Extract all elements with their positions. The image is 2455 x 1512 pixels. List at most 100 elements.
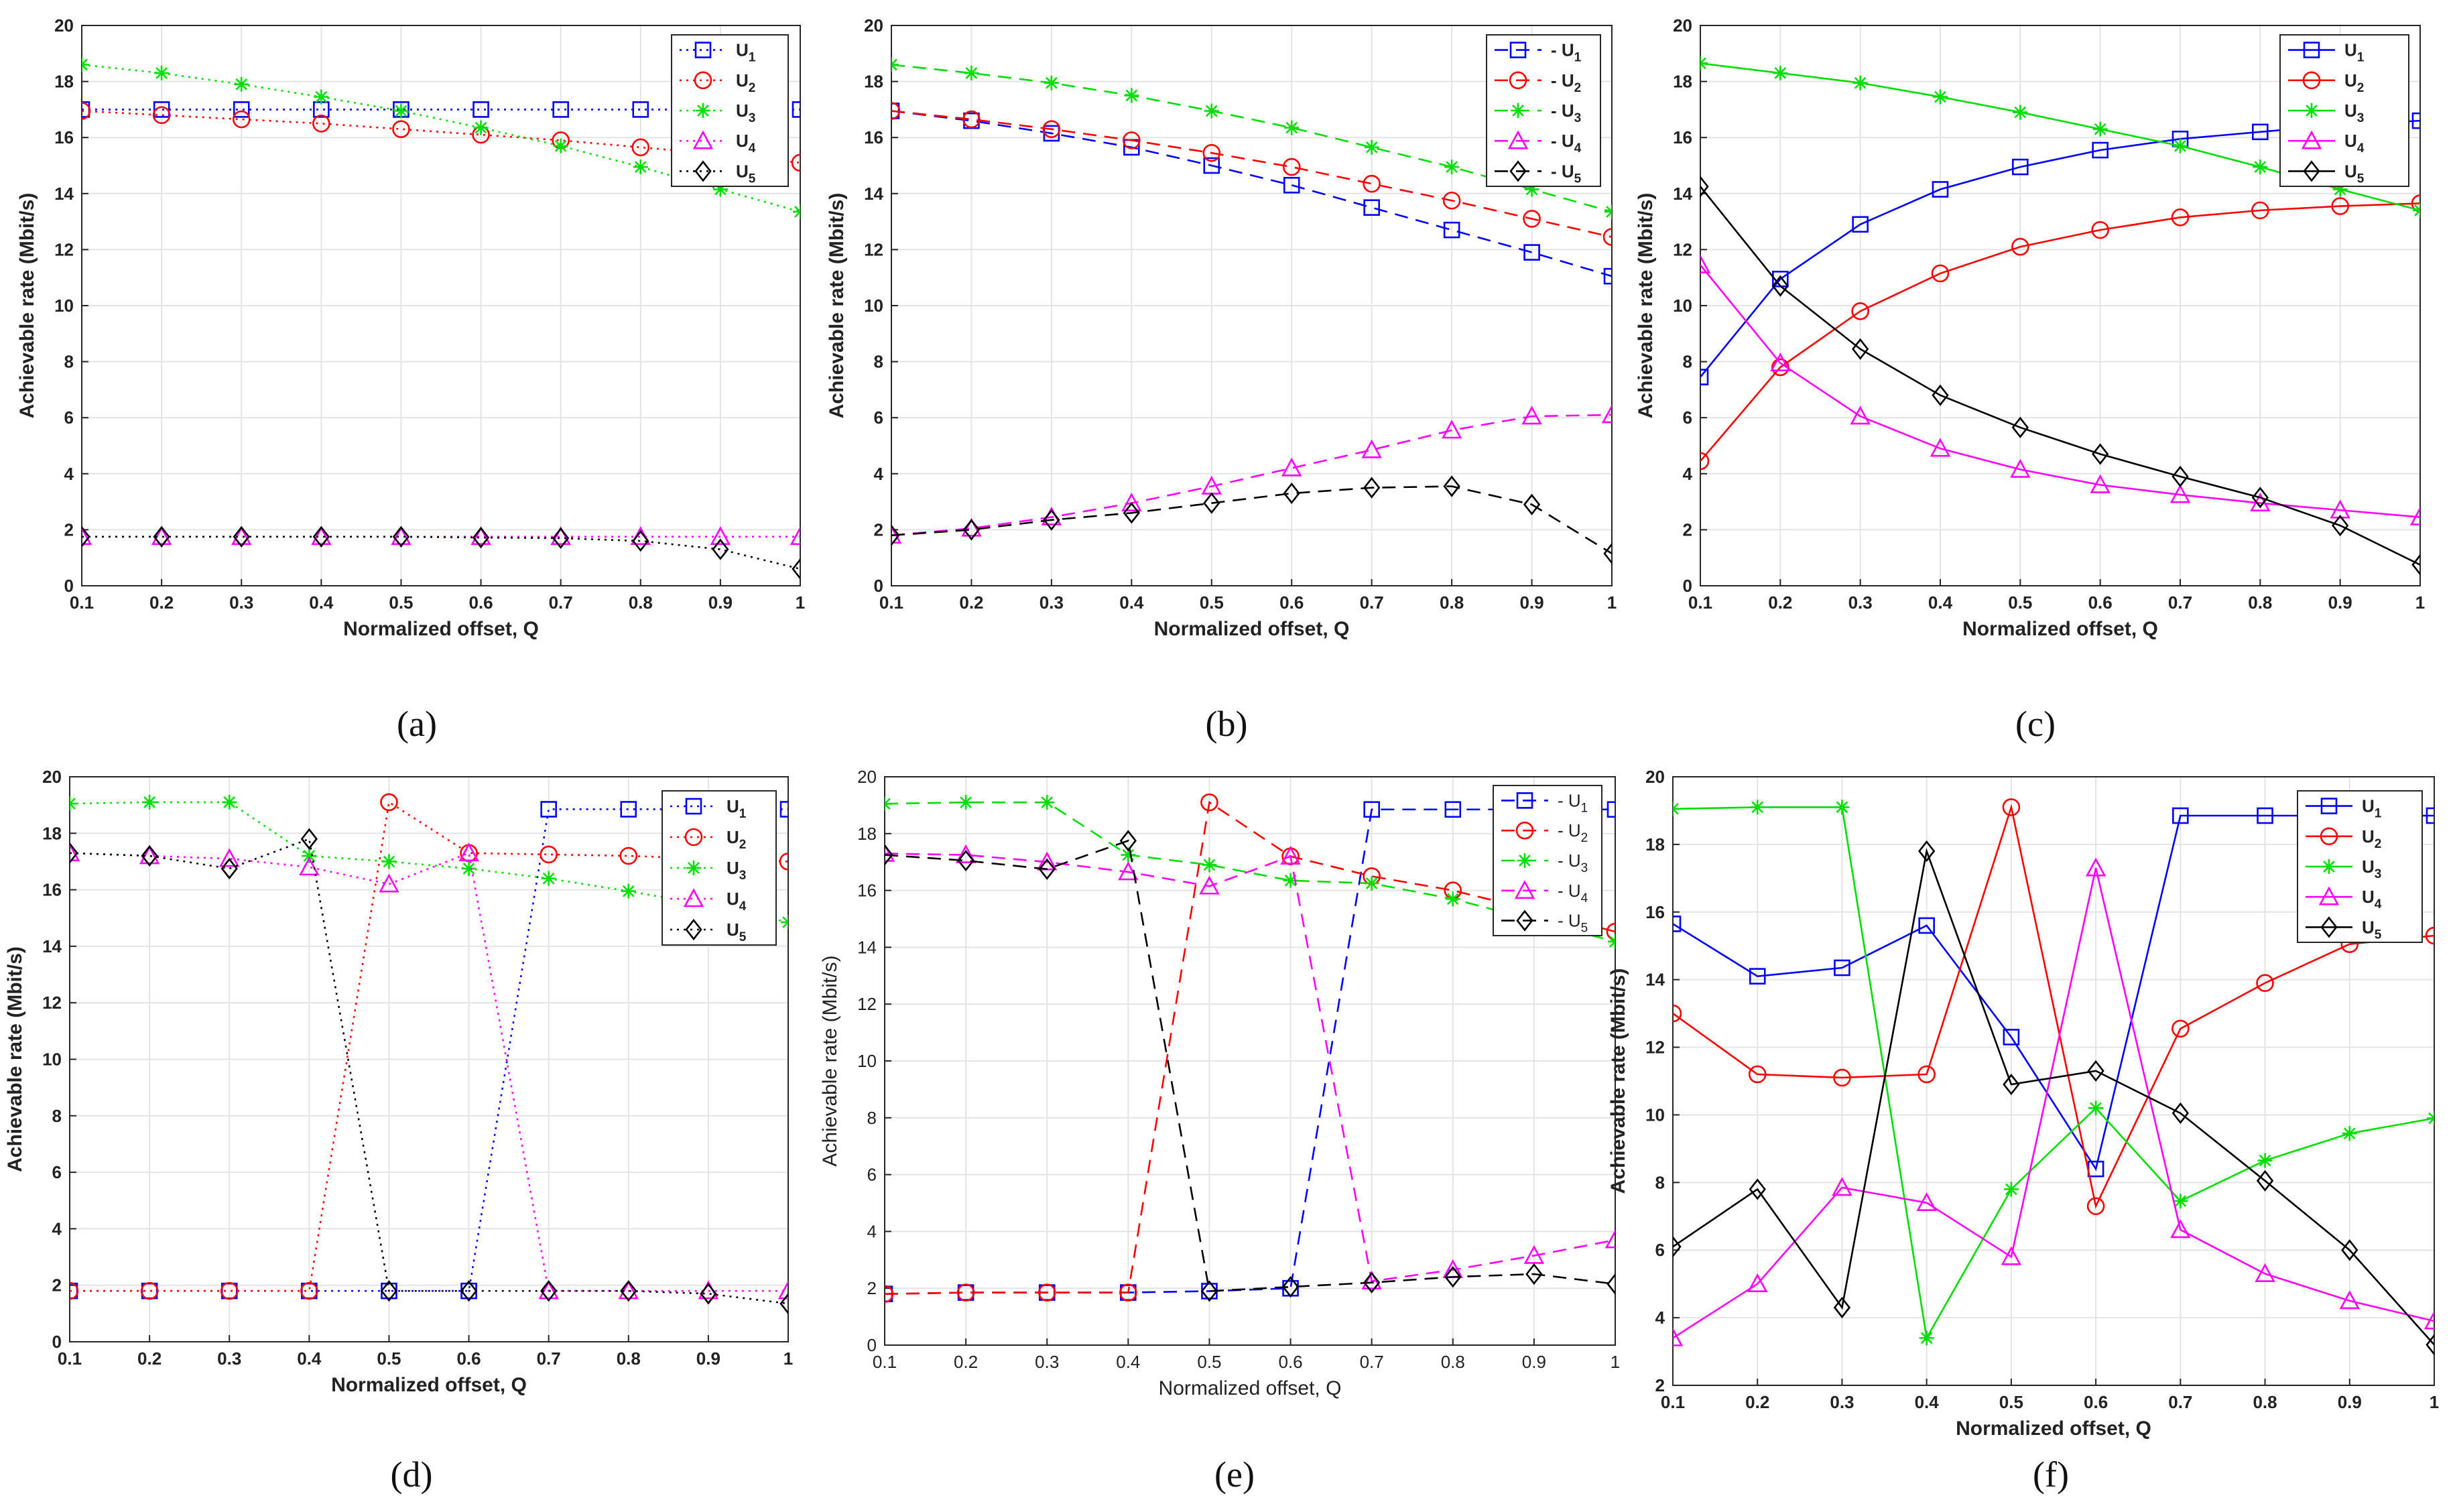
y-tick-label: 6 — [52, 1162, 62, 1182]
series-line-u2 — [1700, 202, 2420, 462]
x-tick-label: 0.2 — [137, 1348, 162, 1369]
series-line-u5 — [1700, 186, 2420, 566]
data-point-u3 — [1933, 89, 1948, 105]
data-point-u3 — [142, 794, 158, 810]
data-point-u4 — [379, 873, 399, 893]
data-point-u2 — [1748, 1065, 1767, 1084]
data-point-u5 — [1444, 1266, 1462, 1288]
y-tick-label: 10 — [42, 1050, 62, 1070]
data-point-u2 — [2411, 194, 2420, 212]
data-point-u5 — [312, 525, 330, 548]
data-point-u2 — [1673, 1004, 1682, 1023]
data-point-u5 — [221, 857, 238, 880]
data-point-u5 — [712, 538, 729, 560]
y-tick-label: 14 — [857, 937, 877, 957]
legend-label-u2: - U2 — [1551, 70, 1581, 95]
data-point-u3 — [70, 796, 77, 812]
data-point-u5 — [632, 530, 649, 552]
data-point-u4 — [299, 857, 320, 876]
x-tick-label: 0.8 — [629, 592, 653, 613]
legend-label-u4: U4 — [736, 131, 756, 155]
x-tick-label: 0.8 — [2253, 1392, 2277, 1412]
data-point-u5 — [2411, 554, 2420, 576]
data-point-u1 — [1749, 968, 1766, 985]
data-point-u3 — [2003, 1182, 2019, 1197]
data-point-u4 — [458, 842, 479, 862]
data-point-u5 — [460, 1280, 478, 1302]
data-point-u3 — [2427, 1111, 2434, 1126]
x-tick-label: 0.6 — [1278, 1352, 1302, 1372]
y-tick-label: 4 — [64, 464, 74, 484]
data-point-u2 — [70, 1281, 79, 1300]
data-point-u2 — [140, 1281, 159, 1300]
panel-b: 0.1 0.2 0.3 0.4 0.5 0.6 0.7 0.8 0.9 1024681012141… — [826, 15, 1617, 744]
data-point-u4 — [1121, 492, 1142, 511]
series-line-u4 — [891, 414, 1612, 537]
data-point-u4 — [961, 517, 982, 537]
y-tick-label: 12 — [42, 993, 62, 1013]
legend-label-u4: U4 — [2362, 887, 2382, 911]
x-tick-label: 0.2 — [954, 1352, 978, 1372]
data-point-u5 — [2003, 1073, 2020, 1096]
data-point-u2 — [1771, 358, 1789, 377]
data-point-u4 — [777, 1280, 788, 1300]
data-point-u5 — [700, 1283, 717, 1305]
series-line-u5 — [891, 485, 1612, 555]
data-point-u2 — [1606, 922, 1615, 941]
x-tick-label: 0.8 — [1441, 1352, 1465, 1372]
x-tick-label: 0.5 — [389, 592, 413, 613]
data-point-u2 — [1200, 793, 1218, 812]
series-u5 — [891, 475, 1612, 565]
data-point-u3 — [1444, 160, 1460, 175]
data-point-u2 — [2256, 974, 2274, 993]
data-point-u1 — [2172, 807, 2189, 824]
legend-label-u3: U3 — [727, 858, 746, 883]
data-point-u2 — [891, 102, 901, 120]
data-point-u3 — [2342, 1126, 2357, 1141]
data-point-u2 — [1917, 1065, 1936, 1084]
x-tick-label: 1 — [1607, 592, 1617, 613]
legend-marker-u1 — [2320, 798, 2338, 814]
series-u5 — [82, 525, 800, 580]
series-u5 — [885, 830, 1615, 1302]
data-point-u4 — [2170, 1219, 2191, 1239]
legend-marker-u5 — [685, 918, 702, 941]
y-tick-label: 14 — [54, 184, 74, 204]
data-point-u2 — [2002, 798, 2021, 816]
legend-label-u4: U4 — [2344, 131, 2365, 155]
data-point-u2 — [1363, 174, 1381, 193]
data-point-u3 — [1524, 182, 1539, 197]
legend-label-u5: U5 — [727, 920, 747, 944]
y-tick-label: 4 — [867, 1221, 877, 1241]
legend: U1 U2 U3 U4 U5 — [2297, 790, 2423, 943]
data-point-u4 — [1441, 420, 1462, 439]
legend-label-u4: - U4 — [1551, 131, 1582, 155]
legend-label-u4: - U4 — [1558, 881, 1588, 905]
y-tick-label: 20 — [1645, 767, 1665, 787]
data-point-u1 — [632, 101, 649, 118]
data-point-u2 — [232, 110, 251, 129]
legend-marker-u2 — [2302, 71, 2321, 90]
data-point-u2 — [619, 846, 638, 865]
data-point-u2 — [1119, 1283, 1137, 1302]
legend-marker-u4 — [1514, 880, 1535, 899]
data-point-u3 — [473, 120, 489, 135]
x-tick-label: 0.7 — [2168, 592, 2192, 613]
data-point-u2 — [1833, 1068, 1851, 1087]
series-line-u2 — [891, 110, 1612, 238]
data-point-u3 — [2413, 202, 2420, 218]
data-point-u3 — [2088, 1100, 2104, 1116]
series-line-u5 — [885, 839, 1615, 1292]
data-point-u1 — [1363, 801, 1380, 818]
data-point-u2 — [2086, 1197, 2105, 1215]
legend-marker-u5 — [1516, 909, 1533, 932]
data-point-u1 — [2092, 141, 2108, 159]
x-tick-label: 0.6 — [1279, 592, 1304, 613]
data-point-u3 — [1124, 88, 1139, 103]
legend: U1 U2 U3 U4 U5 — [671, 34, 789, 187]
data-point-u3 — [1202, 857, 1217, 873]
panel-caption: (d) — [391, 1454, 433, 1495]
data-point-u4 — [1604, 1229, 1615, 1249]
y-tick-label: 14 — [42, 936, 62, 956]
